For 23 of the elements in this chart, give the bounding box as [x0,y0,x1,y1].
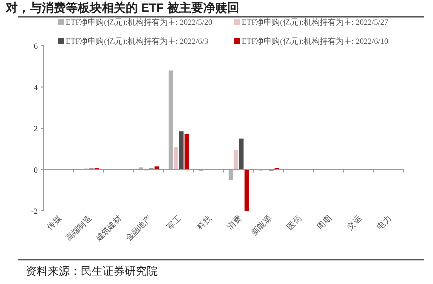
x-tick-label: 电力 [376,214,394,232]
x-tick-label: 周期 [316,214,334,232]
y-tick-label: -2 [31,207,38,216]
x-tick-label: 军工 [166,214,184,232]
x-tick-label: 高端制造 [64,214,94,244]
x-tick-label: 医药 [286,214,304,232]
y-tick-label: 6 [34,42,38,51]
legend-label: ETF净申购(亿元):机构持有为主: 2022/6/10 [242,37,388,46]
x-tick-label: 科技 [196,214,214,232]
y-tick-label: 2 [34,124,38,134]
x-tick-label: 金融地产 [124,214,154,244]
x-tick-label: 传媒 [46,214,64,232]
legend-label: ETF净申购(亿元):机构持有为主: 2022/6/3 [66,37,208,46]
x-tick-label: 交运 [346,214,364,232]
text: 资料来源：民生证券研究院 [26,265,158,278]
y-tick-label: 0 [34,166,38,175]
legend-label: ETF净申购(亿元):机构持有为主: 2022/5/20 [66,18,212,27]
y-tick-label: 4 [34,83,38,92]
x-tick-label: 建筑建材 [94,214,124,244]
chart-title: 对，与消费等板块相关的 ETF 被主要净赎回 [5,1,240,15]
x-tick-label: 消费 [226,214,244,232]
legend-label: ETF净申购(亿元):机构持有为主: 2022/5/27 [242,18,388,27]
x-tick-label: 新能源 [250,214,274,238]
